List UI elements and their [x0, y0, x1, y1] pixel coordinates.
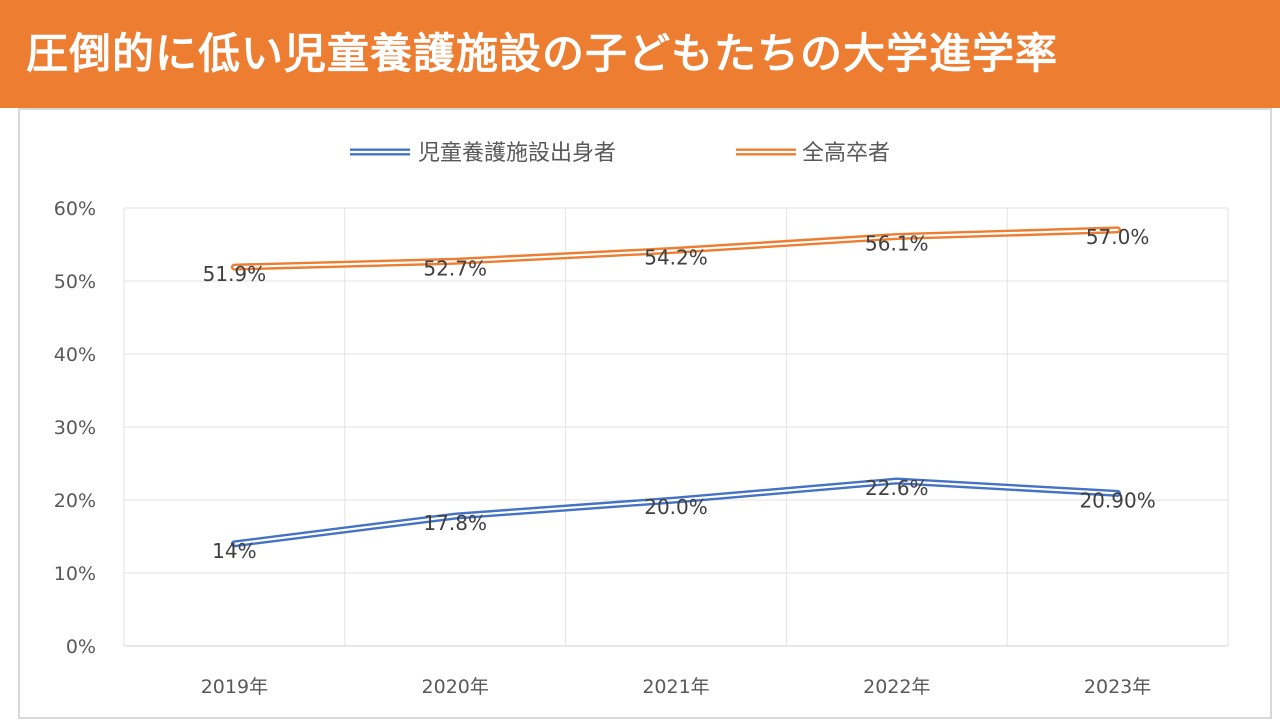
data-label: 54.2%	[644, 245, 708, 269]
y-tick-label: 30%	[54, 417, 96, 439]
data-label: 52.7%	[423, 256, 487, 280]
y-tick-label: 50%	[54, 271, 96, 293]
y-tick-label: 10%	[54, 563, 96, 585]
data-label: 22.6%	[865, 476, 929, 500]
y-tick-label: 60%	[54, 198, 96, 220]
y-tick-label: 20%	[54, 490, 96, 512]
x-tick-label: 2020年	[422, 676, 489, 698]
x-tick-label: 2023年	[1084, 676, 1151, 698]
chart-frame	[18, 108, 1272, 719]
legend-label: 児童養護施設出身者	[418, 141, 616, 166]
y-tick-label: 40%	[54, 344, 96, 366]
x-tick-label: 2021年	[642, 676, 709, 698]
title-banner: 圧倒的に低い児童養護施設の子どもたちの大学進学率	[0, 0, 1280, 108]
data-label: 17.8%	[423, 511, 487, 535]
x-tick-label: 2022年	[863, 676, 930, 698]
data-label: 20.0%	[644, 495, 708, 519]
data-label: 56.1%	[865, 231, 929, 255]
legend-label: 全高卒者	[802, 141, 890, 166]
data-label: 51.9%	[203, 262, 267, 286]
data-label: 14%	[212, 539, 256, 563]
data-label: 57.0%	[1086, 225, 1150, 249]
data-label: 20.90%	[1079, 488, 1155, 512]
y-tick-label: 0%	[66, 636, 96, 658]
page-title: 圧倒的に低い児童養護施設の子どもたちの大学進学率	[26, 29, 1059, 78]
x-tick-label: 2019年	[201, 676, 268, 698]
